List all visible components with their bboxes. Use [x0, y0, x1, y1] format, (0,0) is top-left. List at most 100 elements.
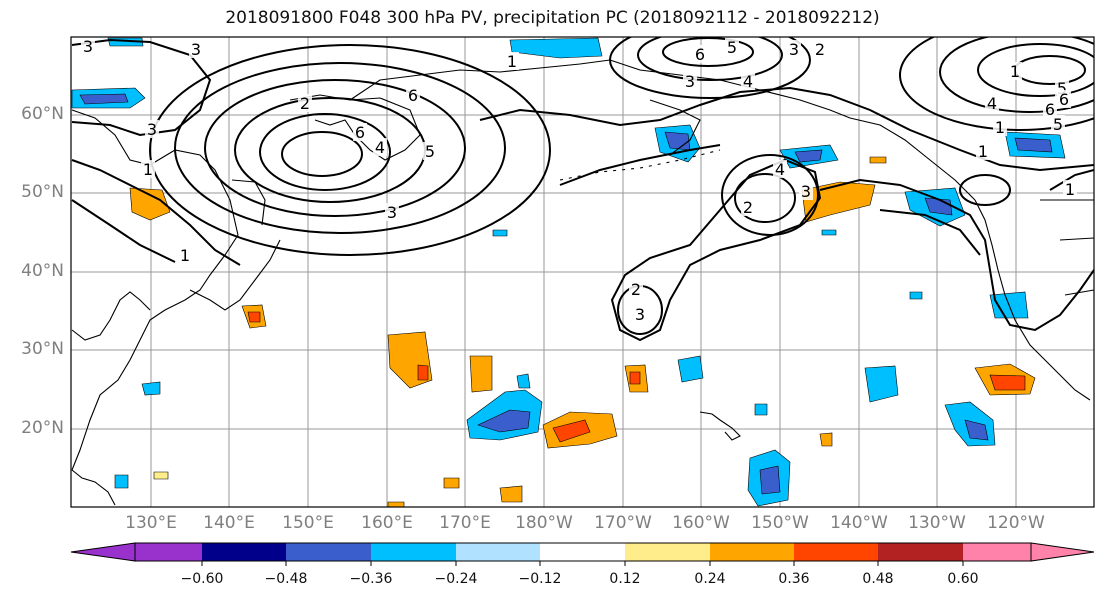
contour-label-bg: [1057, 90, 1071, 108]
contour-label-bg: [741, 198, 755, 216]
contour-label: 6: [1059, 90, 1069, 109]
contour-label: 3: [147, 120, 157, 139]
latitude-label: 60°N: [21, 104, 64, 124]
latitude-label: 20°N: [21, 418, 64, 438]
colorbar-tick-label: −0.24: [434, 571, 478, 587]
contour-label: 3: [387, 203, 397, 222]
colorbar-segment: [202, 543, 286, 561]
longitude-label: 130°E: [125, 513, 177, 533]
contour-label: 6: [408, 86, 418, 105]
colorbar-segment: [286, 543, 371, 561]
colorbar-segment: [710, 543, 794, 561]
colorbar-tick-label: −0.36: [349, 571, 393, 587]
contour-label: 2: [300, 94, 310, 113]
contour-label: 5: [1053, 115, 1063, 134]
colorbar-tick-label: 0.48: [862, 571, 894, 587]
colorbar-segment: [878, 543, 963, 561]
longitude-label: 150°W: [751, 513, 809, 533]
contour-label: 4: [775, 160, 785, 179]
contour-label-bg: [145, 120, 159, 138]
colorbar-segment: [456, 543, 540, 561]
colorbar-segment: [625, 543, 710, 561]
precip-shading: [71, 37, 1066, 507]
contour-label-bg: [505, 52, 519, 70]
contour-label-bg: [178, 246, 192, 264]
contour-label-bg: [773, 160, 787, 178]
colorbar-tick-label: 0.24: [694, 571, 726, 587]
contour-label: 1: [1010, 62, 1020, 81]
contour-label: 6: [1045, 100, 1055, 119]
contour-label: 6: [355, 123, 365, 142]
contour-label-bg: [1043, 100, 1057, 118]
contour-label-bg: [406, 86, 420, 104]
contour-label-bg: [81, 37, 95, 55]
colorbar-tick-label: −0.12: [518, 571, 562, 587]
contour-label: 6: [695, 45, 705, 64]
longitude-label: 160°E: [361, 513, 413, 533]
contour-label: 2: [743, 198, 753, 217]
pv-contours: [71, 37, 1094, 342]
contour-label: 2: [815, 40, 825, 59]
longitude-label: 140°W: [830, 513, 888, 533]
contour-label-bg: [423, 142, 437, 160]
contour-label: 5: [727, 38, 737, 57]
contour-label: 5: [1057, 79, 1067, 98]
longitude-label: 160°W: [672, 513, 730, 533]
colorbar-segment: [794, 543, 878, 561]
contour-label: 4: [375, 138, 385, 157]
contour-label: 3: [685, 72, 695, 91]
contour-label-bg: [629, 280, 643, 298]
colorbar-segment: [540, 543, 625, 561]
longitude-label: 120°W: [987, 513, 1045, 533]
contour-label: 1: [978, 142, 988, 161]
map-frame: [70, 36, 1095, 508]
contour-label-bg: [298, 94, 312, 112]
longitude-label: 130°W: [908, 513, 966, 533]
colorbar-tick-label: −0.60: [180, 571, 224, 587]
contour-label: 4: [743, 72, 753, 91]
colorbar-segment: [371, 543, 456, 561]
contour-label: 3: [83, 37, 93, 56]
contour-label: 3: [191, 40, 201, 59]
contour-label-bg: [189, 40, 203, 58]
longitude-label: 180°W: [515, 513, 573, 533]
colorbar-frame: [134, 542, 1032, 562]
contour-label-bg: [683, 72, 697, 90]
contour-label: 3: [635, 305, 645, 324]
colorbar-segment: [963, 543, 1031, 561]
contour-label-bg: [353, 123, 367, 141]
colorbar-segment: [135, 543, 202, 561]
longitude-label: 170°E: [439, 513, 491, 533]
contour-label: 3: [801, 182, 811, 201]
contour-label-bg: [976, 142, 990, 160]
contour-label-bg: [813, 40, 827, 58]
contour-label: 1: [995, 118, 1005, 137]
colorbar-extend-low: [70, 542, 136, 562]
contour-label-bg: [993, 118, 1007, 136]
contour-label: 5: [425, 142, 435, 161]
contour-label-bg: [1008, 62, 1022, 80]
colorbar: [70, 542, 1095, 566]
longitude-label: 150°E: [282, 513, 334, 533]
colorbar-tick-label: 0.36: [778, 571, 810, 587]
contour-label: 1: [507, 52, 517, 71]
contour-label-bg: [633, 305, 647, 323]
longitude-label: 170°W: [594, 513, 652, 533]
contour-label: 2: [631, 280, 641, 299]
contour-label-bg: [1051, 115, 1065, 133]
contour-label-bg: [1063, 180, 1077, 198]
contour-label: 1: [180, 246, 190, 265]
longitude-label: 140°E: [203, 513, 255, 533]
contour-label: 1: [143, 160, 153, 179]
contour-label-bg: [725, 38, 739, 56]
contour-label-bg: [985, 94, 999, 112]
latitude-label: 40°N: [21, 261, 64, 281]
contour-label-bg: [373, 138, 387, 156]
colorbar-tick-label: −0.48: [264, 571, 308, 587]
contour-label-bg: [799, 182, 813, 200]
colorbar-tick-label: 0.60: [947, 571, 979, 587]
latitude-label: 50°N: [21, 182, 64, 202]
